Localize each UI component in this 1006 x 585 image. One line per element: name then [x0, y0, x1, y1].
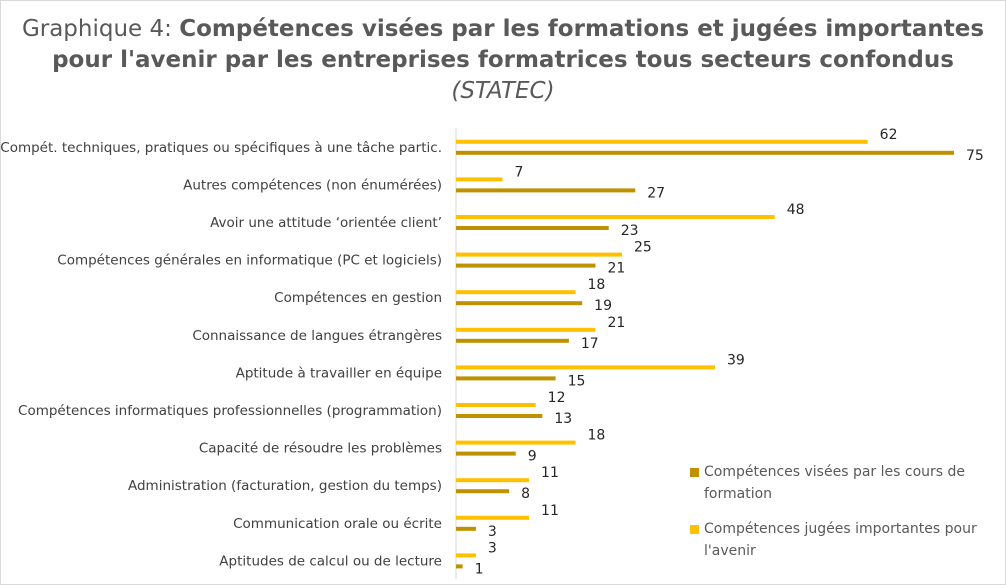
legend-label-avenir: Compétences jugées importantes pour l'av…	[704, 521, 977, 559]
bar-visees	[456, 301, 583, 306]
bar-avenir	[456, 252, 622, 257]
data-label-visees: 21	[607, 261, 625, 277]
data-label-avenir: 21	[607, 315, 625, 331]
data-label-avenir: 48	[787, 202, 805, 218]
data-label-visees: 17	[581, 336, 599, 352]
category-label: Compétences en gestion	[274, 290, 442, 306]
data-label-avenir: 18	[588, 277, 606, 293]
bar-visees	[456, 451, 516, 456]
bar-visees	[456, 338, 569, 343]
data-label-avenir: 62	[880, 127, 898, 143]
data-label-avenir: 39	[727, 352, 745, 368]
category-label: Administration (facturation, gestion du …	[128, 478, 442, 494]
bar-avenir	[456, 478, 530, 483]
bar-avenir	[456, 177, 503, 182]
data-label-visees: 9	[528, 449, 537, 465]
category-label: Compét. techniques, pratiques ou spécifi…	[0, 140, 442, 156]
data-label-visees: 75	[966, 148, 984, 164]
legend-item-visees: Compétences visées par les cours de form…	[690, 461, 990, 505]
bar-visees	[456, 263, 596, 268]
title-source: (STATEC)	[451, 78, 555, 104]
bar-visees	[456, 226, 609, 230]
category-label: Compétences générales en informatique (P…	[57, 253, 442, 269]
category-label: Aptitude à travailler en équipe	[236, 365, 442, 381]
legend-item-avenir: Compétences jugées importantes pour l'av…	[690, 518, 990, 562]
bar-avenir	[456, 403, 536, 407]
category-label: Avoir une attitude ‘orientée client’	[210, 215, 442, 231]
bar-avenir	[456, 139, 868, 144]
bar-avenir	[456, 553, 476, 558]
chart-title: Graphique 4: Compétences visées par les …	[0, 14, 1006, 107]
bar-avenir	[456, 440, 576, 445]
data-label-avenir: 18	[588, 428, 606, 444]
category-label: Compétences informatiques professionnell…	[18, 403, 442, 419]
legend-swatch-visees	[690, 468, 699, 477]
data-label-visees: 23	[621, 223, 639, 239]
bar-visees	[456, 188, 636, 193]
data-label-visees: 8	[521, 486, 530, 502]
bar-visees	[456, 489, 510, 494]
legend-swatch-avenir	[690, 525, 699, 534]
category-label: Connaissance de langues étrangères	[192, 328, 442, 344]
bar-avenir	[456, 515, 530, 520]
data-label-avenir: 7	[514, 164, 523, 180]
data-label-visees: 3	[488, 524, 497, 540]
bar-visees	[456, 526, 476, 531]
category-label: Capacité de résoudre les problèmes	[199, 441, 442, 457]
bar-visees	[456, 414, 543, 418]
bar-visees	[456, 150, 954, 155]
category-label: Aptitudes de calcul ou de lecture	[219, 553, 442, 569]
bar-avenir	[456, 327, 596, 332]
bars-group: Compét. techniques, pratiques ou spécifi…	[0, 127, 984, 580]
bar-visees	[456, 564, 463, 569]
title-prefix: Graphique 4:	[21, 16, 180, 42]
title-main: Compétences visées par les formations et…	[52, 16, 985, 73]
data-label-avenir: 3	[488, 540, 497, 556]
data-label-visees: 15	[568, 373, 586, 389]
data-label-avenir: 11	[541, 465, 559, 481]
data-label-avenir: 25	[634, 240, 652, 256]
bar-visees	[456, 376, 556, 381]
data-label-visees: 27	[647, 185, 665, 201]
data-label-visees: 13	[554, 411, 572, 427]
legend-label-visees: Compétences visées par les cours de form…	[704, 464, 966, 502]
category-label: Autres compétences (non énumérées)	[183, 177, 442, 193]
bar-avenir	[456, 290, 576, 295]
data-label-avenir: 11	[541, 503, 559, 519]
bar-avenir	[456, 365, 715, 370]
data-label-visees: 19	[594, 298, 612, 314]
category-label: Communication orale ou écrite	[233, 516, 442, 532]
data-label-visees: 1	[475, 561, 484, 577]
bar-avenir	[456, 215, 775, 219]
data-label-avenir: 12	[548, 390, 566, 406]
